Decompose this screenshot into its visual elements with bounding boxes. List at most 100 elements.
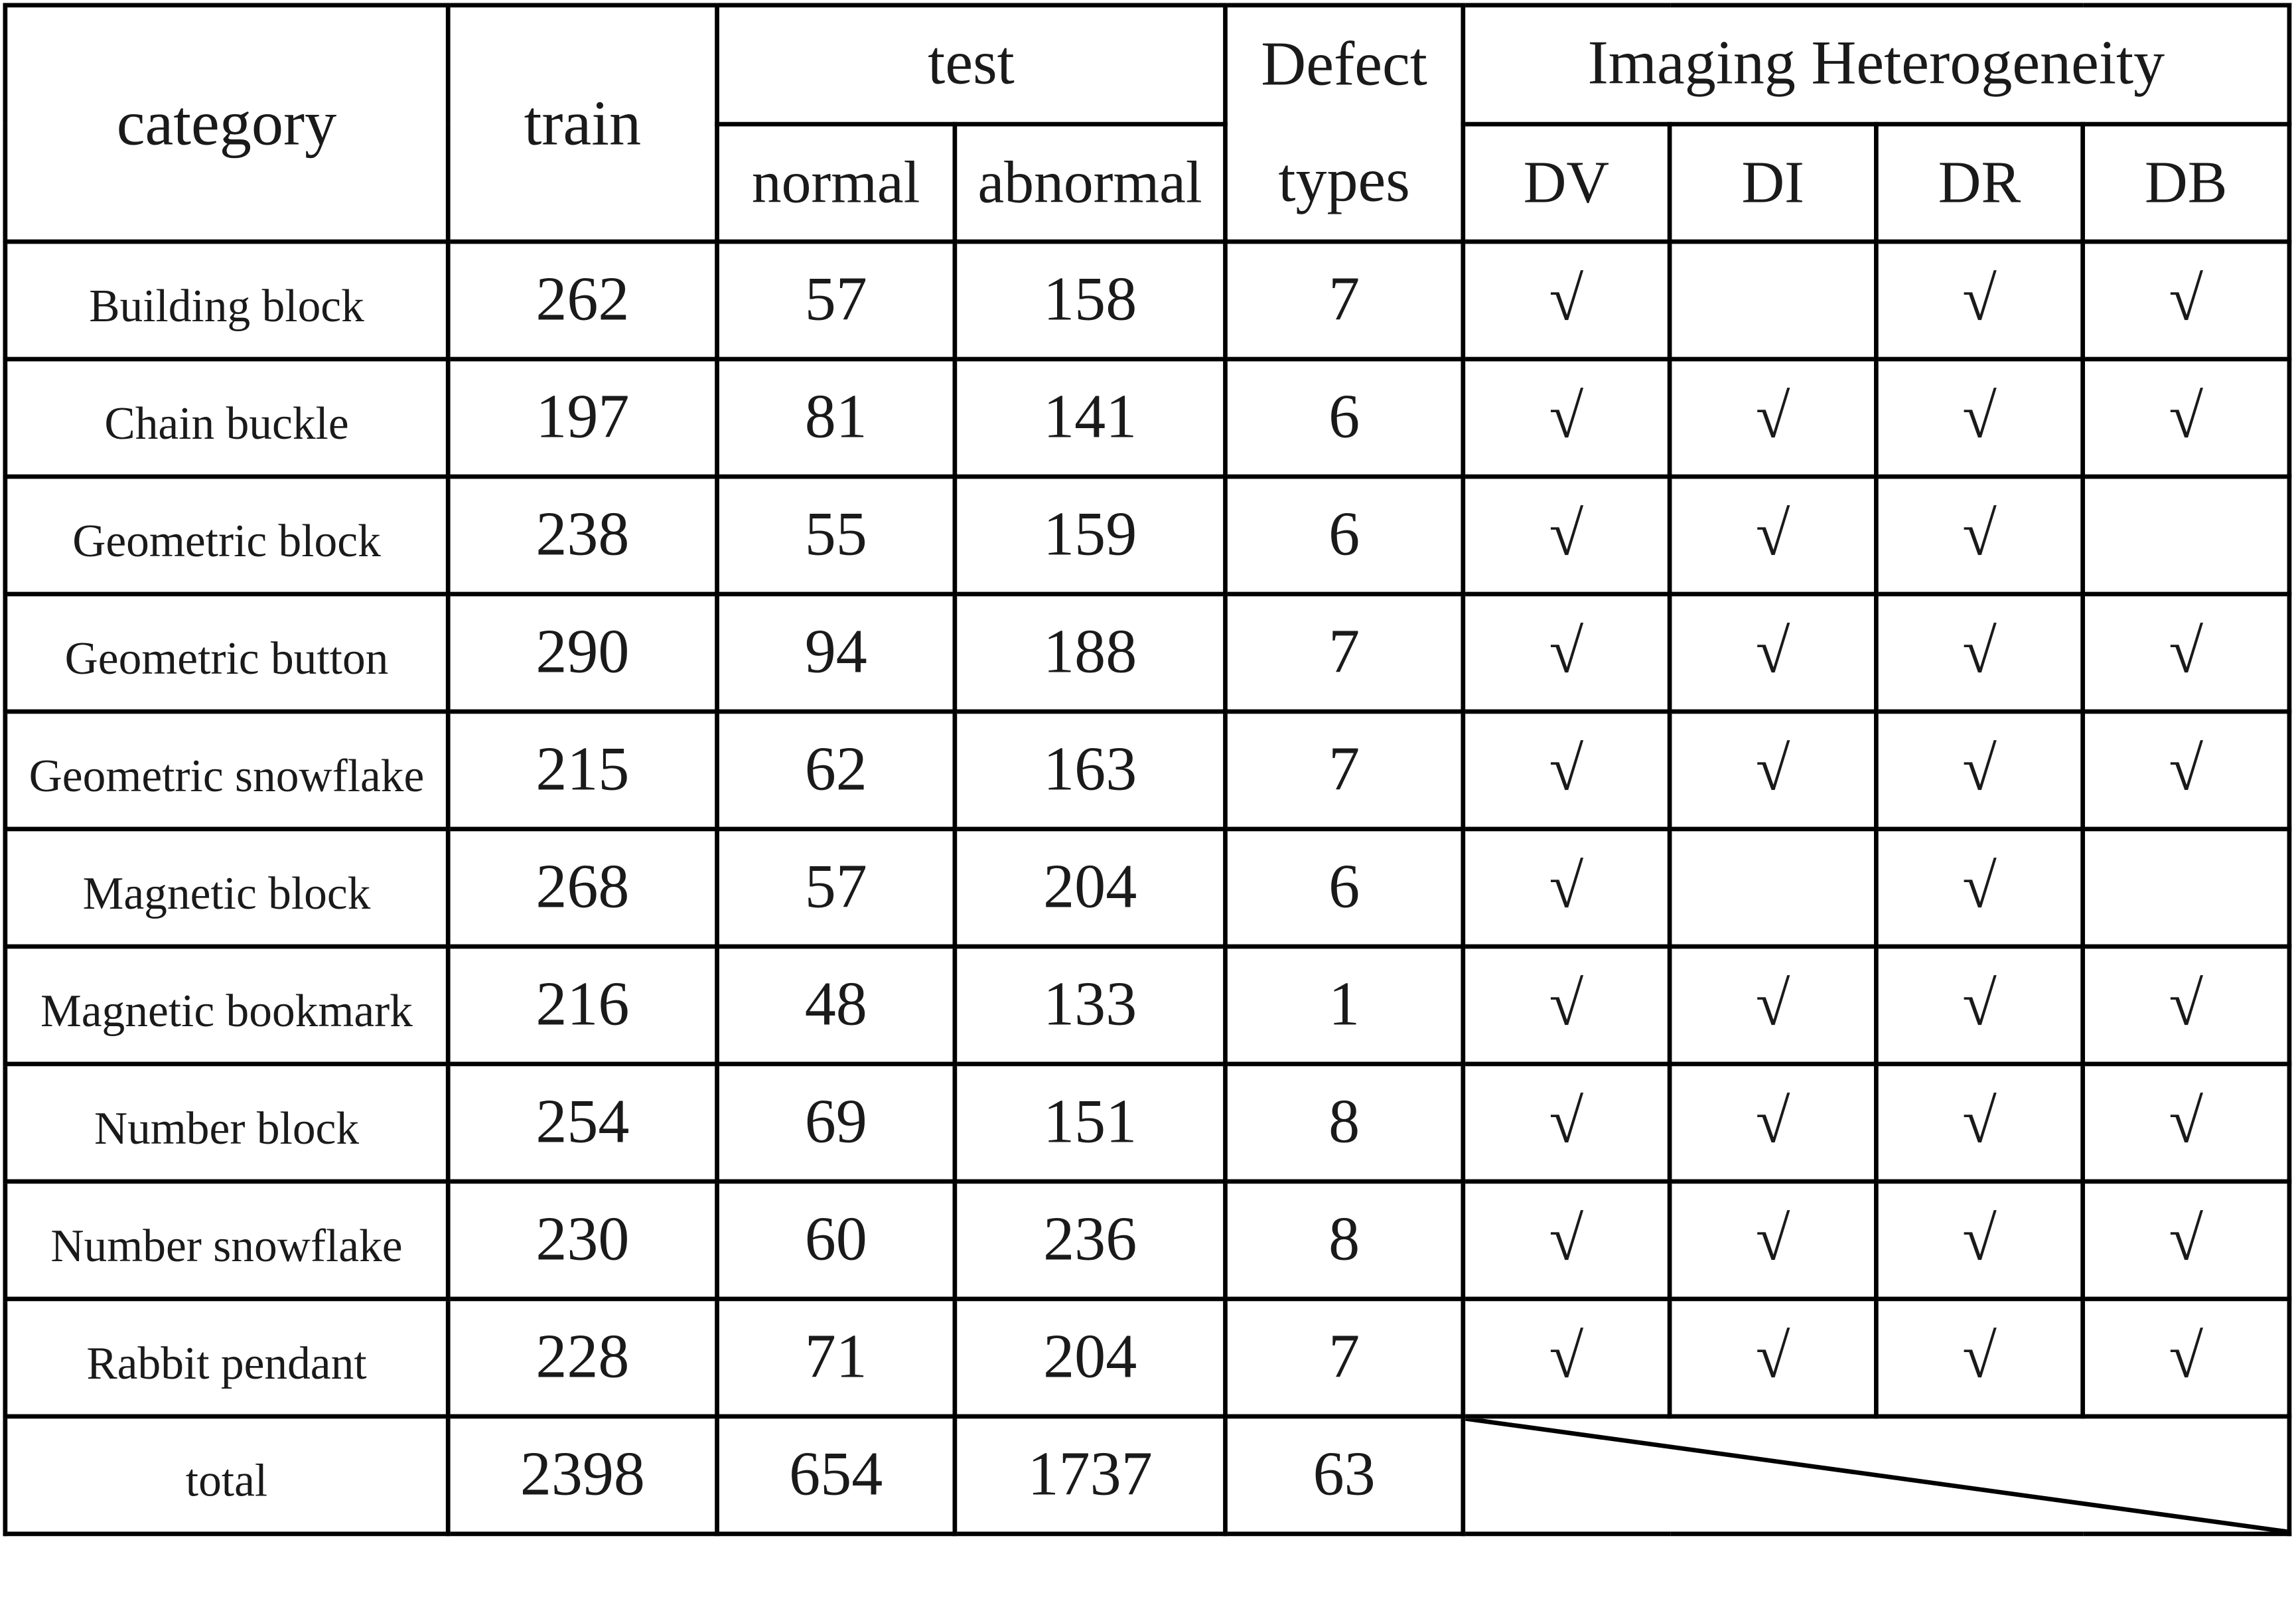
cell-db bbox=[2080, 474, 2292, 597]
cell-db: √ bbox=[2080, 944, 2292, 1067]
header-normal: normal bbox=[715, 121, 958, 244]
cell-abnormal: 133 bbox=[952, 944, 1228, 1067]
header-dv: DV bbox=[1461, 121, 1672, 244]
cell-total-normal: 654 bbox=[715, 1414, 958, 1537]
cell-dv: √ bbox=[1461, 356, 1672, 479]
cell-dv: √ bbox=[1461, 944, 1672, 1067]
header-di: DI bbox=[1667, 121, 1879, 244]
table-row: Geometric button 290 94 188 7 √ √ √ √ bbox=[3, 591, 2292, 714]
cell-dv: √ bbox=[1461, 826, 1672, 949]
cell-di: √ bbox=[1667, 591, 1879, 714]
cell-abnormal: 236 bbox=[952, 1179, 1228, 1302]
cell-db: √ bbox=[2080, 356, 2292, 479]
header-defect-line2: types bbox=[1278, 147, 1410, 216]
cell-train: 268 bbox=[445, 826, 719, 949]
cell-abnormal: 159 bbox=[952, 474, 1228, 597]
cell-category: Number snowflake bbox=[3, 1179, 451, 1302]
cell-train: 290 bbox=[445, 591, 719, 714]
cell-dr: √ bbox=[1874, 1296, 2086, 1419]
cell-category: Building block bbox=[3, 239, 451, 362]
cell-total-label: total bbox=[3, 1414, 451, 1537]
table-row: Geometric snowflake 215 62 163 7 √ √ √ √ bbox=[3, 709, 2292, 832]
cell-normal: 57 bbox=[715, 239, 958, 362]
cell-abnormal: 151 bbox=[952, 1061, 1228, 1184]
cell-defect-types: 6 bbox=[1223, 826, 1466, 949]
cell-di: √ bbox=[1667, 1179, 1879, 1302]
cell-abnormal: 141 bbox=[952, 356, 1228, 479]
cell-defect-types: 8 bbox=[1223, 1179, 1466, 1302]
cell-category: Geometric block bbox=[3, 474, 451, 597]
table-row: Magnetic block 268 57 204 6 √ √ bbox=[3, 826, 2292, 949]
cell-di: √ bbox=[1667, 356, 1879, 479]
cell-category: Geometric button bbox=[3, 591, 451, 714]
cell-dr: √ bbox=[1874, 474, 2086, 597]
cell-abnormal: 204 bbox=[952, 1296, 1228, 1419]
cell-train: 262 bbox=[445, 239, 719, 362]
cell-normal: 69 bbox=[715, 1061, 958, 1184]
cell-train: 216 bbox=[445, 944, 719, 1067]
cell-dv: √ bbox=[1461, 1296, 1672, 1419]
table-row: Magnetic bookmark 216 48 133 1 √ √ √ √ bbox=[3, 944, 2292, 1067]
cell-db: √ bbox=[2080, 1179, 2292, 1302]
cell-defect-types: 7 bbox=[1223, 591, 1466, 714]
cell-defect-types: 6 bbox=[1223, 474, 1466, 597]
table-row: Rabbit pendant 228 71 204 7 √ √ √ √ bbox=[3, 1296, 2292, 1419]
cell-category: Number block bbox=[3, 1061, 451, 1184]
header-test: test bbox=[715, 3, 1228, 126]
header-category: category bbox=[3, 3, 451, 244]
cell-abnormal: 188 bbox=[952, 591, 1228, 714]
cell-train: 215 bbox=[445, 709, 719, 832]
cell-dr: √ bbox=[1874, 709, 2086, 832]
empty-diagonal-cell bbox=[1461, 1414, 2292, 1537]
cell-category: Chain buckle bbox=[3, 356, 451, 479]
cell-defect-types: 8 bbox=[1223, 1061, 1466, 1184]
cell-total-defect-types: 63 bbox=[1223, 1414, 1466, 1537]
header-defect-line1: Defect bbox=[1261, 31, 1427, 100]
cell-defect-types: 6 bbox=[1223, 356, 1466, 479]
header-defect-types: Defect types bbox=[1223, 3, 1466, 244]
cell-abnormal: 163 bbox=[952, 709, 1228, 832]
cell-db: √ bbox=[2080, 1296, 2292, 1419]
cell-defect-types: 1 bbox=[1223, 944, 1466, 1067]
cell-dv: √ bbox=[1461, 591, 1672, 714]
header-train: train bbox=[445, 3, 719, 244]
header-db: DB bbox=[2080, 121, 2292, 244]
cell-category: Magnetic bookmark bbox=[3, 944, 451, 1067]
cell-dv: √ bbox=[1461, 1179, 1672, 1302]
cell-di: √ bbox=[1667, 474, 1879, 597]
cell-db: √ bbox=[2080, 709, 2292, 832]
cell-db: √ bbox=[2080, 1061, 2292, 1184]
cell-abnormal: 158 bbox=[952, 239, 1228, 362]
cell-dr: √ bbox=[1874, 356, 2086, 479]
dataset-table: category train test Defect types Imaging… bbox=[3, 3, 2292, 1537]
cell-defect-types: 7 bbox=[1223, 1296, 1466, 1419]
cell-category: Magnetic block bbox=[3, 826, 451, 949]
total-row: total 2398 654 1737 63 bbox=[3, 1414, 2292, 1537]
table-row: Chain buckle 197 81 141 6 √ √ √ √ bbox=[3, 356, 2292, 479]
cell-dr: √ bbox=[1874, 1179, 2086, 1302]
cell-db: √ bbox=[2080, 591, 2292, 714]
cell-normal: 94 bbox=[715, 591, 958, 714]
cell-dv: √ bbox=[1461, 709, 1672, 832]
cell-di bbox=[1667, 239, 1879, 362]
cell-total-abnormal: 1737 bbox=[952, 1414, 1228, 1537]
cell-normal: 55 bbox=[715, 474, 958, 597]
cell-defect-types: 7 bbox=[1223, 709, 1466, 832]
header-abnormal: abnormal bbox=[952, 121, 1228, 244]
table-row: Building block 262 57 158 7 √ √ √ bbox=[3, 239, 2292, 362]
cell-train: 230 bbox=[445, 1179, 719, 1302]
cell-dv: √ bbox=[1461, 239, 1672, 362]
cell-normal: 62 bbox=[715, 709, 958, 832]
cell-train: 254 bbox=[445, 1061, 719, 1184]
cell-di bbox=[1667, 826, 1879, 949]
cell-di: √ bbox=[1667, 1296, 1879, 1419]
cell-normal: 71 bbox=[715, 1296, 958, 1419]
cell-normal: 57 bbox=[715, 826, 958, 949]
cell-category: Geometric snowflake bbox=[3, 709, 451, 832]
diagonal-line bbox=[1465, 1418, 2287, 1531]
cell-dr: √ bbox=[1874, 826, 2086, 949]
cell-dr: √ bbox=[1874, 239, 2086, 362]
cell-defect-types: 7 bbox=[1223, 239, 1466, 362]
cell-normal: 48 bbox=[715, 944, 958, 1067]
